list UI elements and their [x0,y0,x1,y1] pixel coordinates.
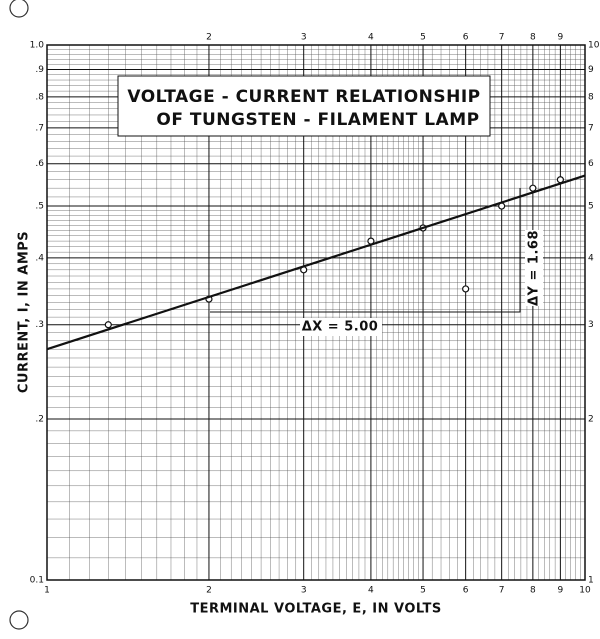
annotation: ΔX = 5.00 [302,320,379,335]
x-tick-label: 10 [579,586,591,596]
y-tick-label: 1.0 [30,41,45,51]
y2-tick-label: 10 [588,41,600,51]
y-tick-label: .5 [35,202,44,212]
annotation-bg [525,230,543,306]
x-tick-label: 1 [44,586,50,596]
x-tick-label: 5 [420,586,426,596]
x-top-tick-label: 7 [499,33,505,43]
data-point [104,321,112,329]
annotation-bg [300,318,382,336]
x-top-tick-label: 6 [463,33,469,43]
y-tick-label: .7 [35,123,44,133]
y2-tick-label: 2 [588,414,594,424]
y-tick-label: .6 [35,159,44,169]
chart-title: OF TUNGSTEN - FILAMENT LAMP [156,110,479,130]
punch-hole [9,610,29,630]
y-tick-label: .3 [35,320,44,330]
fit-line [46,174,586,351]
x-tick-label: 3 [301,586,307,596]
y2-tick-label: 6 [588,159,594,169]
x-top-tick-label: 2 [206,33,212,43]
x-tick-label: 7 [499,586,505,596]
data-point [529,184,537,192]
x-tick-label: 8 [530,586,536,596]
y2-tick-label: 3 [588,320,594,330]
y2-tick-label: 7 [588,123,594,133]
plot-frame [46,44,586,581]
x-top-tick-label: 3 [301,33,307,43]
annotation: ΔY = 1.68 [527,230,542,306]
y2-tick-label: 8 [588,92,594,102]
x-tick-label: 9 [558,586,564,596]
y-axis-label: CURRENT, I, IN AMPS [17,231,32,393]
x-axis-label: TERMINAL VOLTAGE, E, IN VOLTS [190,602,442,617]
x-top-tick-label: 4 [368,33,374,43]
title-box [117,75,491,137]
y2-tick-label: 5 [588,202,594,212]
x-top-tick-label: 5 [420,33,426,43]
y2-tick-label: 1 [588,576,594,586]
punch-hole [9,0,29,18]
y-tick-label: .8 [35,92,44,102]
data-point [462,285,470,293]
x-top-tick-label: 9 [558,33,564,43]
x-top-tick-label: 8 [530,33,536,43]
y-tick-label: .4 [35,253,44,263]
y-tick-label: 0.1 [30,576,44,586]
y-tick-label: .2 [35,414,44,424]
x-tick-label: 4 [368,586,374,596]
x-tick-label: 2 [206,586,212,596]
slope-triangle [210,188,521,313]
y-tick-label: .9 [35,65,44,75]
y2-tick-label: 4 [588,253,594,263]
chart-title: VOLTAGE - CURRENT RELATIONSHIP [127,87,480,107]
x-tick-label: 6 [463,586,469,596]
y2-tick-label: 9 [588,65,594,75]
